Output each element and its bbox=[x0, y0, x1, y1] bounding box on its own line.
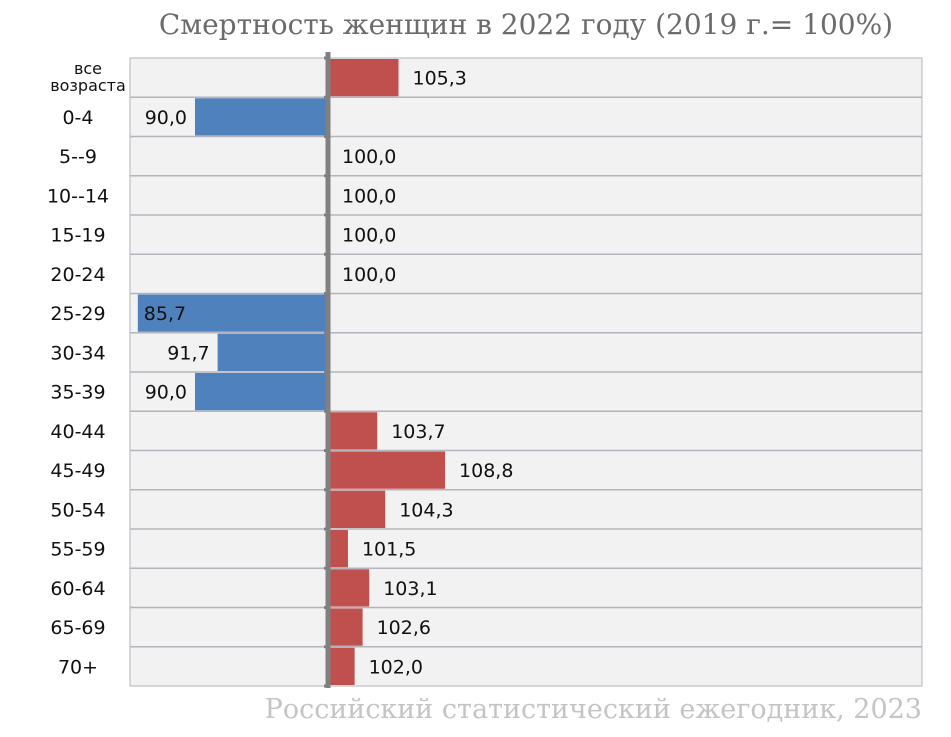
data-label: 108,8 bbox=[459, 460, 513, 482]
bar-40-44 bbox=[328, 412, 378, 450]
category-label: 20-24 bbox=[50, 264, 105, 286]
category-label: 5--9 bbox=[59, 146, 97, 168]
data-label: 103,7 bbox=[391, 421, 445, 443]
data-label: 102,6 bbox=[377, 617, 431, 639]
bar-35-39 bbox=[195, 373, 328, 411]
bar-55-59 bbox=[328, 530, 348, 568]
bar-все возраста bbox=[328, 59, 399, 97]
bar-45-49 bbox=[328, 451, 446, 489]
bar-30-34 bbox=[217, 333, 328, 371]
bar-70+ bbox=[328, 647, 355, 685]
category-label: 25-29 bbox=[50, 303, 105, 325]
bar-60-64 bbox=[328, 569, 370, 607]
data-label: 91,7 bbox=[167, 342, 209, 364]
chart-title: Смертность женщин в 2022 году (2019 г.= … bbox=[158, 8, 894, 41]
data-label: 90,0 bbox=[145, 382, 187, 404]
category-label: 35-39 bbox=[50, 382, 105, 404]
bar-50-54 bbox=[328, 490, 386, 528]
category-label: 10--14 bbox=[47, 185, 109, 207]
data-label: 101,5 bbox=[362, 539, 416, 561]
category-label: 40-44 bbox=[50, 421, 105, 443]
category-label: 0-4 bbox=[62, 107, 93, 129]
category-label: 55-59 bbox=[50, 539, 105, 561]
data-label: 100,0 bbox=[342, 185, 396, 207]
data-label: 100,0 bbox=[342, 146, 396, 168]
data-label: 100,0 bbox=[342, 264, 396, 286]
data-label: 105,3 bbox=[412, 68, 466, 90]
category-label: все bbox=[74, 59, 102, 78]
bar-65-69 bbox=[328, 608, 363, 646]
category-label: 60-64 bbox=[50, 578, 105, 600]
category-label: 65-69 bbox=[50, 617, 105, 639]
category-label: 15-19 bbox=[50, 225, 105, 247]
category-label: возраста bbox=[50, 76, 126, 95]
data-label: 103,1 bbox=[383, 578, 437, 600]
bar-25-29 bbox=[137, 294, 328, 332]
data-label: 100,0 bbox=[342, 225, 396, 247]
data-label: 90,0 bbox=[145, 107, 187, 129]
data-label: 104,3 bbox=[399, 499, 453, 521]
bar-0-4 bbox=[195, 98, 328, 136]
category-label: 45-49 bbox=[50, 460, 105, 482]
data-label: 85,7 bbox=[144, 303, 186, 325]
chart-source: Российский статистический ежегодник, 202… bbox=[264, 694, 922, 725]
data-label: 102,0 bbox=[369, 656, 423, 678]
category-label: 30-34 bbox=[50, 342, 105, 364]
category-label: 70+ bbox=[58, 656, 98, 678]
category-label: 50-54 bbox=[50, 499, 105, 521]
